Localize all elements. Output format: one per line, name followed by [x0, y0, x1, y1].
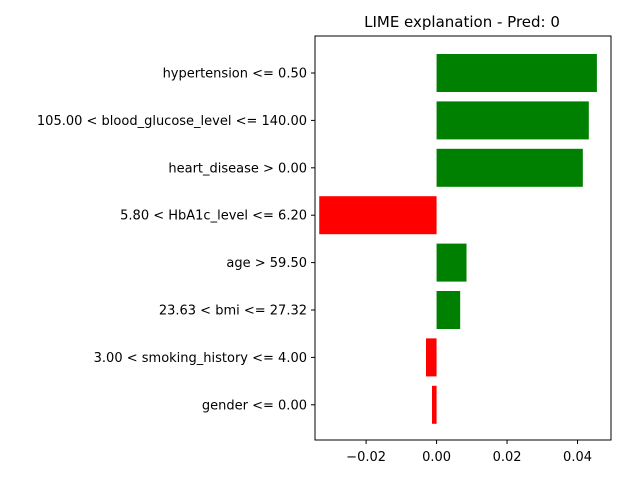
y-tick-label: 23.63 < bmi <= 27.32: [159, 304, 307, 319]
bar: [436, 54, 597, 92]
plot-frame: [314, 35, 612, 441]
bar: [436, 243, 467, 282]
y-tick-label: 5.80 < HbA1c_level <= 6.20: [120, 209, 307, 224]
bar: [436, 291, 461, 329]
bar: [426, 338, 437, 377]
y-tick-label: 105.00 < blood_glucose_level <= 140.00: [37, 114, 307, 129]
bar: [319, 196, 437, 235]
x-tick-label: −0.02: [346, 450, 386, 465]
x-ticks: −0.02 0.00 0.02 0.04: [346, 440, 592, 465]
y-tick-label: gender <= 0.00: [202, 398, 307, 413]
x-tick-label: 0.04: [563, 450, 592, 465]
y-tick-labels: hypertension <= 0.50 105.00 < blood_gluco…: [37, 67, 315, 413]
y-tick-label: 3.00 < smoking_history <= 4.00: [94, 351, 307, 366]
chart-title: LIME explanation - Pred: 0: [364, 13, 560, 31]
x-tick-label: 0.00: [422, 450, 451, 465]
x-tick-label: 0.02: [493, 450, 522, 465]
bars-group: [319, 54, 597, 424]
bar: [436, 101, 589, 140]
bar: [431, 385, 437, 424]
y-tick-label: hypertension <= 0.50: [163, 67, 307, 82]
y-tick-label: heart_disease > 0.00: [168, 161, 307, 176]
y-tick-label: age > 59.50: [226, 256, 307, 271]
bar: [436, 148, 583, 187]
